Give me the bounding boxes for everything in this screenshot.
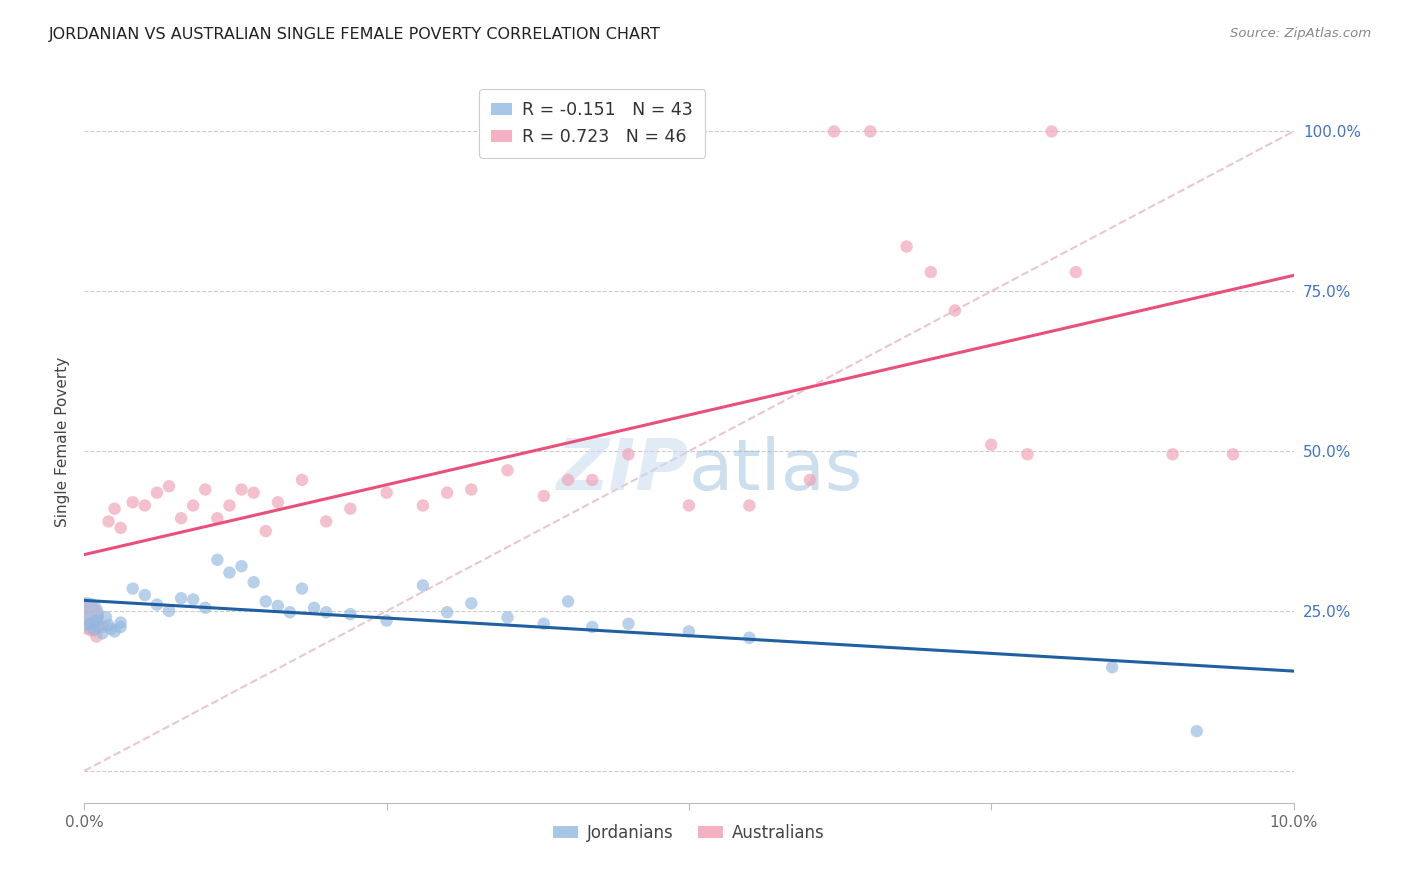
Point — [315, 605, 337, 619]
Text: atlas: atlas — [689, 436, 863, 505]
Point — [496, 463, 519, 477]
Point — [436, 605, 458, 619]
Y-axis label: Single Female Poverty: Single Female Poverty — [55, 357, 70, 526]
Point — [896, 239, 918, 253]
Point — [980, 438, 1002, 452]
Point — [121, 582, 143, 596]
Point — [254, 524, 277, 538]
Point — [375, 614, 398, 628]
Point — [170, 511, 193, 525]
Point — [76, 610, 98, 624]
Point — [94, 610, 117, 624]
Point — [157, 604, 180, 618]
Point — [557, 473, 579, 487]
Point — [146, 485, 169, 500]
Point — [231, 559, 253, 574]
Point — [242, 575, 264, 590]
Point — [460, 483, 482, 497]
Point — [110, 620, 132, 634]
Point — [943, 303, 966, 318]
Point — [375, 485, 398, 500]
Point — [1064, 265, 1087, 279]
Point — [799, 473, 821, 487]
Point — [291, 582, 314, 596]
Point — [291, 473, 314, 487]
Point — [97, 618, 120, 632]
Point — [557, 594, 579, 608]
Point — [242, 485, 264, 500]
Point — [1185, 724, 1208, 739]
Point — [1101, 660, 1123, 674]
Point — [121, 495, 143, 509]
Point — [207, 511, 229, 525]
Point — [278, 605, 301, 619]
Point — [412, 578, 434, 592]
Point — [678, 624, 700, 639]
Point — [231, 483, 253, 497]
Point — [339, 607, 361, 622]
Point — [460, 596, 482, 610]
Point — [134, 588, 156, 602]
Point — [170, 591, 193, 606]
Point — [678, 499, 700, 513]
Point — [1017, 447, 1039, 461]
Point — [83, 623, 105, 637]
Point — [194, 600, 217, 615]
Point — [496, 610, 519, 624]
Point — [436, 485, 458, 500]
Point — [76, 607, 98, 622]
Point — [87, 620, 110, 634]
Point — [157, 479, 180, 493]
Point — [1161, 447, 1184, 461]
Text: Source: ZipAtlas.com: Source: ZipAtlas.com — [1230, 27, 1371, 40]
Point — [267, 495, 290, 509]
Text: JORDANIAN VS AUSTRALIAN SINGLE FEMALE POVERTY CORRELATION CHART: JORDANIAN VS AUSTRALIAN SINGLE FEMALE PO… — [49, 27, 661, 42]
Point — [254, 594, 277, 608]
Point — [581, 620, 603, 634]
Point — [1040, 124, 1063, 138]
Point — [920, 265, 942, 279]
Point — [194, 483, 217, 497]
Point — [218, 499, 240, 513]
Point — [533, 489, 555, 503]
Point — [738, 499, 761, 513]
Point — [617, 616, 640, 631]
Point — [1222, 447, 1244, 461]
Point — [617, 447, 640, 461]
Legend: Jordanians, Australians: Jordanians, Australians — [547, 817, 831, 848]
Point — [79, 623, 101, 637]
Point — [104, 501, 127, 516]
Point — [181, 499, 204, 513]
Point — [181, 592, 204, 607]
Point — [859, 124, 882, 138]
Point — [86, 614, 108, 628]
Point — [86, 630, 108, 644]
Point — [218, 566, 240, 580]
Point — [110, 615, 132, 630]
Point — [91, 626, 114, 640]
Point — [97, 515, 120, 529]
Point — [79, 616, 101, 631]
Point — [267, 599, 290, 613]
Point — [823, 124, 845, 138]
Point — [91, 620, 114, 634]
Point — [100, 622, 122, 636]
Point — [134, 499, 156, 513]
Point — [104, 624, 127, 639]
Point — [302, 600, 325, 615]
Point — [581, 473, 603, 487]
Point — [533, 616, 555, 631]
Point — [738, 631, 761, 645]
Point — [412, 499, 434, 513]
Point — [110, 521, 132, 535]
Point — [146, 598, 169, 612]
Text: ZIP: ZIP — [557, 436, 689, 505]
Point — [207, 553, 229, 567]
Point — [315, 515, 337, 529]
Point — [339, 501, 361, 516]
